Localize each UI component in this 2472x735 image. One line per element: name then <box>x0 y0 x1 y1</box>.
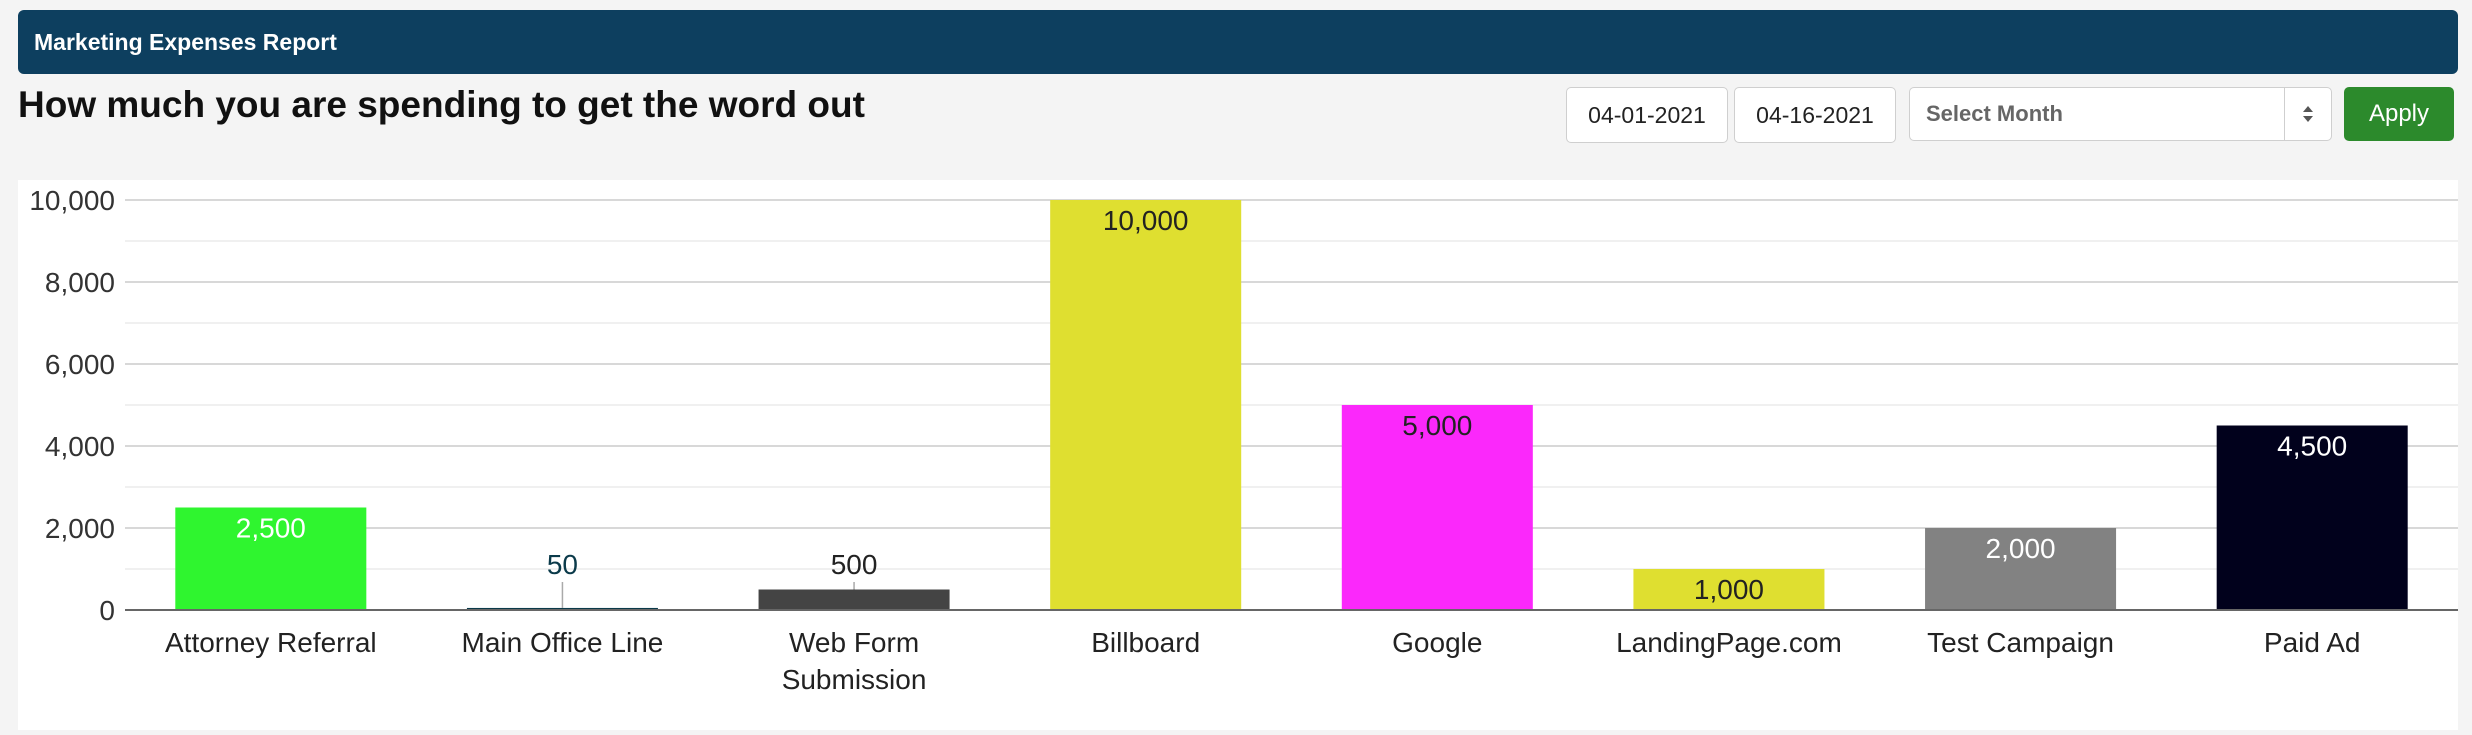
month-select-label: Select Month <box>1926 101 2063 126</box>
report-title: Marketing Expenses Report <box>34 28 337 55</box>
x-tick-label: Paid Ad <box>2264 627 2361 658</box>
y-tick-label: 0 <box>99 595 115 626</box>
x-tick-label: LandingPage.com <box>1616 627 1842 658</box>
x-tick-label: Attorney Referral <box>165 627 377 658</box>
data-label: 2,000 <box>1986 533 2056 564</box>
x-tick-label: Web Form <box>789 627 919 658</box>
data-label: 500 <box>831 549 878 580</box>
y-tick-label: 8,000 <box>45 267 115 298</box>
data-label: 4,500 <box>2277 431 2347 462</box>
y-tick-label: 10,000 <box>29 185 115 216</box>
y-tick-label: 4,000 <box>45 431 115 462</box>
end-date-input[interactable]: 04-16-2021 <box>1734 87 1896 143</box>
x-tick-label: Main Office Line <box>462 627 664 658</box>
y-tick-label: 6,000 <box>45 349 115 380</box>
data-label: 5,000 <box>1402 410 1472 441</box>
report-header: Marketing Expenses Report <box>18 10 2458 74</box>
chart-panel: 2,500 50 500 10,000 5,000 1,000 2,000 4,500 0 2,… <box>18 180 2458 730</box>
bar-chart: 2,500 50 500 10,000 5,000 1,000 2,000 4,500 0 2,… <box>29 185 2458 695</box>
bar[interactable] <box>758 589 950 611</box>
start-date-input[interactable]: 04-01-2021 <box>1566 87 1728 143</box>
y-tick-label: 2,000 <box>45 513 115 544</box>
x-tick-label: Billboard <box>1091 627 1200 658</box>
bar[interactable] <box>1341 405 1533 610</box>
data-label: 1,000 <box>1694 574 1764 605</box>
bar[interactable] <box>175 507 367 611</box>
x-tick-label: Google <box>1392 627 1482 658</box>
apply-button[interactable]: Apply <box>2344 87 2454 141</box>
x-tick-label: Test Campaign <box>1927 627 2114 658</box>
bar[interactable] <box>466 607 658 610</box>
bar[interactable] <box>2216 425 2408 611</box>
bar[interactable] <box>1050 200 1242 610</box>
page-heading: How much you are spending to get the wor… <box>18 84 865 125</box>
month-select[interactable]: Select Month <box>1909 87 2332 141</box>
bar[interactable] <box>1925 528 2117 610</box>
data-label: 50 <box>547 549 578 580</box>
x-tick-label: Submission <box>782 664 927 695</box>
data-label: 10,000 <box>1103 205 1189 236</box>
data-label: 2,500 <box>236 513 306 544</box>
bar[interactable] <box>1633 569 1825 610</box>
up-down-arrows-icon <box>2284 88 2331 140</box>
